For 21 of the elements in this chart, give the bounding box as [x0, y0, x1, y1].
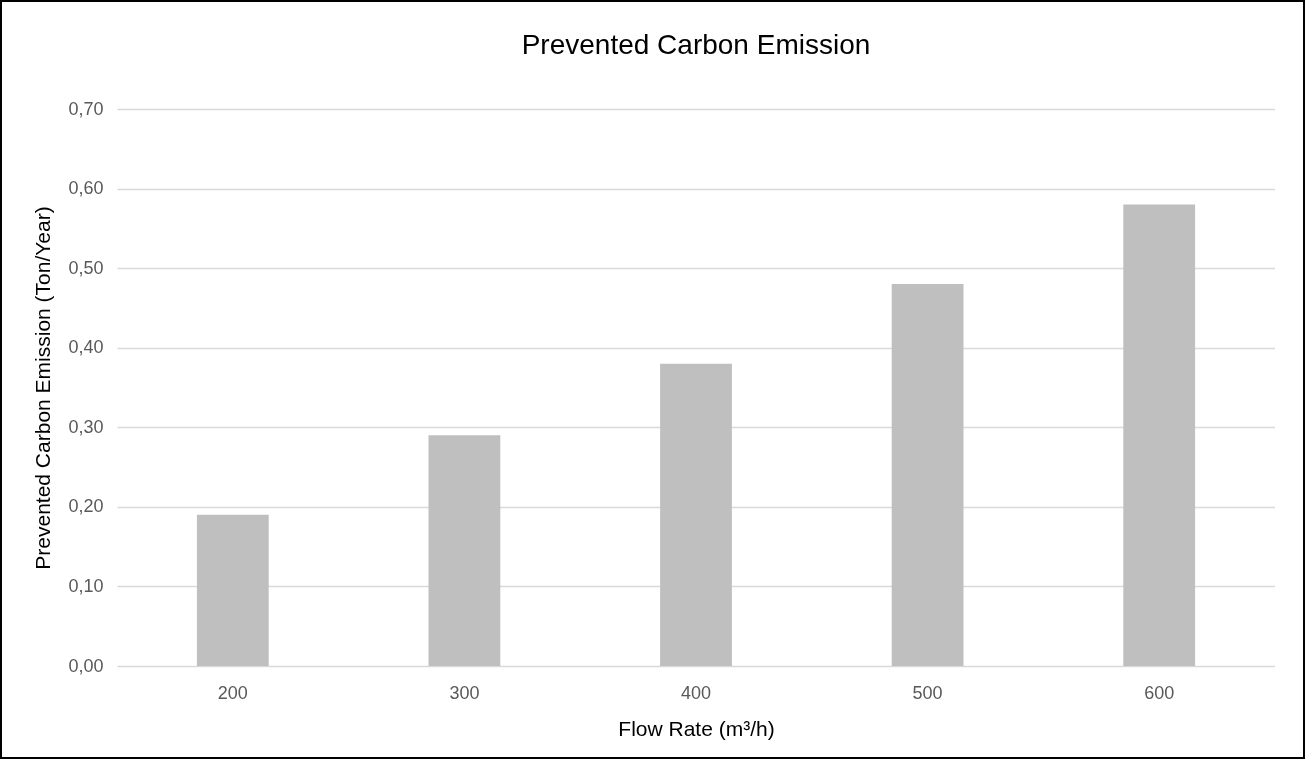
y-tick-label: 0,30 [68, 416, 104, 437]
x-tick-label: 200 [217, 682, 248, 703]
x-axis-title: Flow Rate (m³/h) [618, 716, 775, 740]
y-tick-label: 0,00 [68, 655, 104, 676]
y-axis-title: Prevented Carbon Emission (Ton/Year) [31, 206, 55, 570]
x-tick-label: 400 [680, 682, 712, 703]
x-tick-label: 600 [1144, 682, 1175, 703]
bar [891, 284, 964, 666]
chart-title: Prevented Carbon Emission [521, 29, 871, 60]
x-tick-label: 300 [449, 682, 480, 703]
bar [428, 435, 501, 666]
y-tick-label: 0,70 [68, 98, 104, 119]
y-tick-label: 0,40 [68, 337, 104, 358]
bar [1123, 204, 1196, 666]
x-tick-label: 500 [912, 682, 943, 703]
y-tick-label: 0,20 [68, 496, 104, 517]
y-tick-label: 0,60 [68, 178, 104, 199]
bar [660, 363, 732, 666]
y-tick-label: 0,10 [68, 575, 104, 596]
y-tick-label: 0,50 [68, 257, 104, 278]
bar [196, 514, 269, 666]
